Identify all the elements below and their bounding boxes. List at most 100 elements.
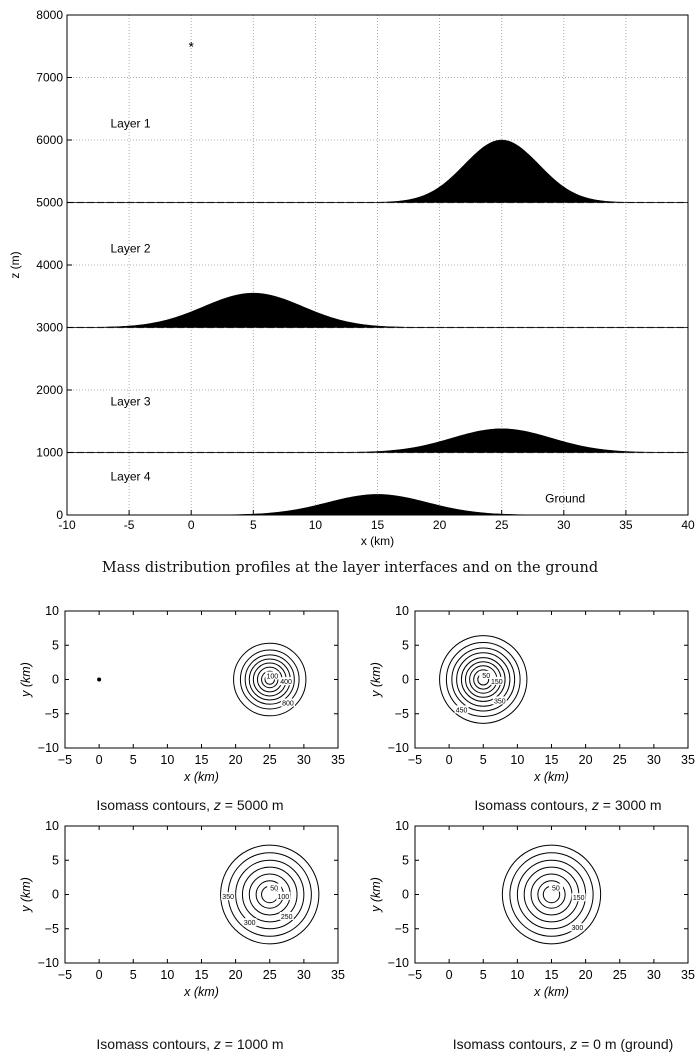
isomass-contour: [235, 859, 305, 930]
x-axis-label: x (km): [533, 770, 569, 784]
x-axis-label: x (km): [183, 770, 219, 784]
x-tick-label: 20: [229, 753, 243, 767]
x-tick-label: −5: [408, 968, 422, 982]
contour-label-bg: [571, 893, 586, 902]
y-tick-label: −10: [388, 956, 409, 970]
y-axis-label: y (km): [369, 877, 383, 913]
x-tick-label: 25: [495, 518, 509, 532]
y-tick-label: 2000: [36, 383, 63, 397]
x-tick-label: 0: [446, 753, 453, 767]
x-axis-label: x (km): [183, 985, 219, 999]
contour-label-bg: [479, 670, 494, 679]
contour-label-bg: [454, 705, 469, 714]
x-tick-label: 20: [433, 518, 447, 532]
source-marker: [97, 677, 102, 682]
y-tick-label: −10: [38, 741, 59, 755]
y-axis-label: y (km): [19, 662, 33, 698]
y-tick-label: 4000: [36, 258, 63, 272]
contour-caption-3000m: Isomass contours, z = 3000 m: [474, 797, 662, 813]
y-tick-label: −10: [388, 741, 409, 755]
contour-caption-1000m: Isomass contours, z = 1000 m: [96, 1036, 284, 1052]
y-tick-label: −5: [45, 922, 59, 936]
contour-plot-1000m: −5 0 5 10 15 20 25 30 35−10−5051050100250300350x…: [19, 819, 345, 999]
isomass-contour: [456, 652, 511, 707]
y-tick-label: −5: [395, 707, 409, 721]
contour-label: 450: [456, 707, 468, 714]
mass-profile-chart: -10 -5 0 5 10 15 20 25 30 35 40 0 1000 2000 3000 4000 50…: [8, 8, 695, 548]
contour-label: 350: [494, 698, 506, 705]
y-tick-label: 0: [52, 673, 59, 687]
x-tick-label: 5: [130, 968, 137, 982]
contour-label-bg: [489, 676, 504, 685]
x-tick-label: 35: [681, 968, 695, 982]
annotation-label: Layer 2: [110, 242, 150, 256]
x-tick-label: 20: [579, 753, 593, 767]
mass-profile-2: [67, 292, 688, 328]
x-tick-label: 30: [647, 968, 661, 982]
isomass-contour: [509, 852, 594, 937]
isomass-contour: [239, 649, 300, 710]
annotation-label: Layer 4: [110, 470, 150, 484]
isomass-contour: [241, 866, 298, 923]
contour-label: 350: [222, 894, 234, 901]
x-tick-label: 35: [331, 753, 345, 767]
x-tick-label: 0: [96, 968, 103, 982]
x-tick-label: 25: [613, 968, 627, 982]
x-tick-label: 15: [371, 518, 385, 532]
contour-caption-ground: Isomass contours, z = 0 m (ground): [452, 1036, 674, 1052]
source-marker: *: [188, 38, 194, 54]
y-tick-label: 10: [45, 604, 59, 618]
x-tick-label: 15: [195, 968, 209, 982]
contour-label-bg: [279, 911, 294, 920]
x-tick-label: 10: [309, 518, 323, 532]
x-tick-label: 25: [613, 753, 627, 767]
x-axis-label: x (km): [533, 985, 569, 999]
x-axis-label: x (km): [361, 534, 394, 548]
x-tick-label: 10: [160, 753, 174, 767]
contour-label-bg: [492, 696, 507, 705]
contour-label-bg: [267, 883, 282, 892]
contour-label: 100: [266, 673, 278, 680]
y-tick-label: 10: [395, 819, 409, 833]
y-tick-label: 10: [45, 819, 59, 833]
contour-label: 50: [552, 886, 560, 893]
x-tick-label: 30: [297, 753, 311, 767]
y-tick-label: 5: [402, 638, 409, 652]
isomass-contour: [451, 647, 516, 712]
annotation-label: Ground: [545, 492, 585, 506]
contour-label: 150: [491, 679, 503, 686]
contour-label: 100: [277, 894, 289, 901]
mass-profile-1: [67, 139, 688, 203]
contour-label: 250: [281, 914, 293, 921]
x-tick-label: 15: [545, 753, 559, 767]
isomass-contour: [460, 657, 506, 702]
isomass-contour: [220, 844, 320, 945]
x-tick-label: 35: [331, 968, 345, 982]
x-tick-label: 15: [545, 968, 559, 982]
x-tick-label: −5: [58, 753, 72, 767]
x-tick-label: 30: [647, 753, 661, 767]
x-tick-label: 10: [160, 968, 174, 982]
isomass-contour: [439, 635, 528, 724]
x-tick-label: 25: [263, 753, 277, 767]
x-tick-label: 10: [510, 753, 524, 767]
y-tick-label: 5: [52, 638, 59, 652]
x-tick-label: −5: [408, 753, 422, 767]
y-tick-label: −5: [45, 707, 59, 721]
y-axis-label: z (m): [8, 251, 22, 278]
contour-frame: [414, 610, 689, 749]
y-tick-label: −5: [395, 922, 409, 936]
y-tick-label: 5000: [36, 196, 63, 210]
y-tick-label: 0: [402, 673, 409, 687]
y-tick-label: 1000: [36, 446, 63, 460]
contour-label-bg: [242, 918, 257, 927]
contour-label-bg: [280, 698, 295, 707]
x-tick-label: 30: [297, 968, 311, 982]
contour-label-bg: [221, 892, 236, 901]
x-tick-label: 5: [130, 753, 137, 767]
main-caption: Mass distribution profiles at the layer …: [101, 560, 599, 576]
x-tick-label: 35: [619, 518, 633, 532]
y-tick-label: 0: [56, 508, 63, 522]
contour-label: 150: [573, 895, 585, 902]
contour-caption-5000m: Isomass contours, z = 5000 m: [96, 797, 284, 813]
